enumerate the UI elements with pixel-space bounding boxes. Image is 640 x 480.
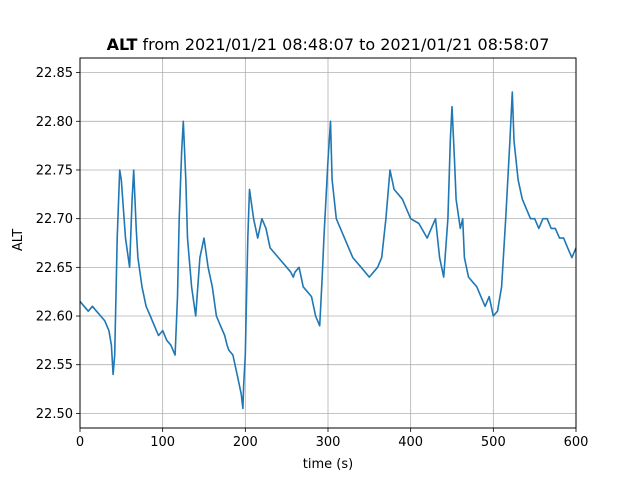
ticks: 0 100 200 300 400 500 600 22.50 22.55 22.60 22.65 2…: [36, 66, 589, 450]
chart-title: ALT from 2021/01/21 08:48:07 to 2021/01/…: [107, 35, 550, 54]
y-tick-label: 22.65: [36, 261, 73, 276]
x-tick-label: 200: [233, 435, 258, 450]
y-tick-label: 22.85: [36, 66, 73, 81]
y-tick-label: 22.60: [36, 310, 73, 325]
x-tick-label: 100: [150, 435, 175, 450]
y-tick-label: 22.70: [36, 212, 73, 227]
chart-title-rest: from 2021/01/21 08:48:07 to 2021/01/21 0…: [137, 35, 549, 54]
y-tick-label: 22.50: [36, 407, 73, 422]
series-line: [79, 91, 577, 410]
chart-title-bold: ALT: [107, 35, 138, 54]
series-layer: [79, 91, 577, 410]
x-tick-label: 300: [316, 435, 341, 450]
x-tick-label: 600: [564, 435, 589, 450]
labels: ALT from 2021/01/21 08:48:07 to 2021/01/…: [11, 35, 549, 472]
x-tick-label: 0: [76, 435, 84, 450]
y-tick-label: 22.80: [36, 115, 73, 130]
y-tick-label: 22.55: [36, 358, 73, 373]
x-tick-label: 400: [398, 435, 423, 450]
x-axis-label: time (s): [303, 457, 353, 472]
y-tick-label: 22.75: [36, 163, 73, 178]
y-axis-label: ALT: [11, 229, 26, 251]
x-tick-label: 500: [481, 435, 506, 450]
